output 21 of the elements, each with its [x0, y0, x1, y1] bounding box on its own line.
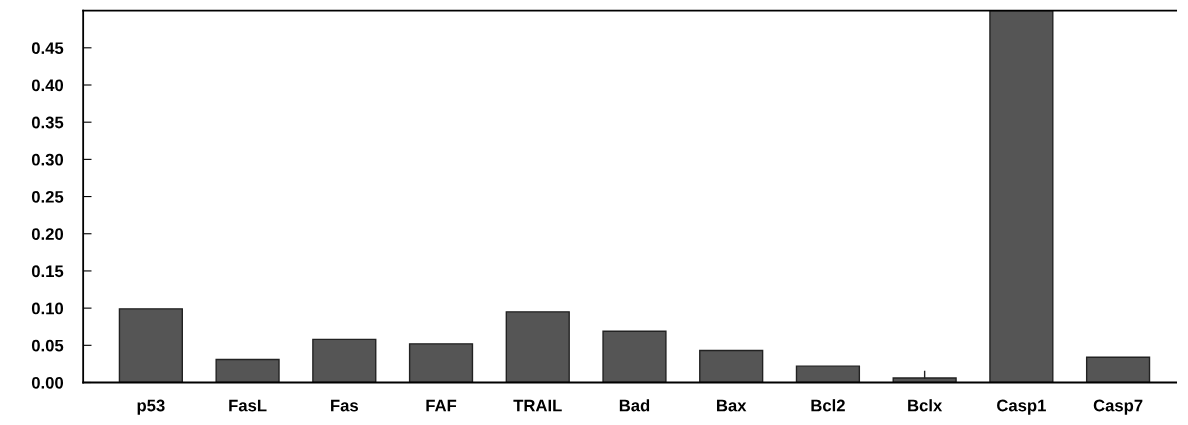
x-tick-label: Bad — [619, 399, 650, 412]
y-tick-label: 0.45 — [31, 42, 64, 55]
x-tick-label: Bclx — [908, 399, 943, 412]
y-tick-label: 0.35 — [31, 116, 64, 129]
y-tick-label: 0.20 — [31, 228, 64, 240]
x-tick-label: Casp7 — [1093, 399, 1143, 415]
y-tick-label: 0.15 — [31, 265, 64, 278]
y-tick-label: 0.00 — [31, 376, 64, 389]
y-tick-label: 0.25 — [31, 190, 64, 203]
x-tick-label: FasL — [229, 399, 267, 412]
y-tick-label: 0.30 — [31, 153, 64, 166]
x-tick-label: FAF — [426, 399, 457, 412]
x-tick-label: p53 — [137, 399, 165, 415]
x-tick-label: Casp1 — [997, 399, 1046, 415]
x-tick-label: Fas — [331, 399, 358, 412]
x-tick-label: Bcl2 — [811, 399, 845, 412]
y-tick-label: 0.40 — [31, 79, 64, 92]
x-tick-label: TRAIL — [513, 399, 562, 412]
x-tick-label: Bax — [717, 399, 747, 412]
y-tick-label: 0.10 — [31, 302, 64, 315]
y-tick-label: 0.05 — [31, 339, 64, 352]
